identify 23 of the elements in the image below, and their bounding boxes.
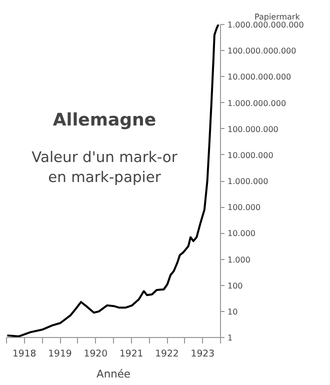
y-tick-label: 1 bbox=[228, 334, 233, 342]
y-tick-label: 100.000.000 bbox=[228, 124, 278, 134]
x-tick-label: 1921 bbox=[119, 348, 144, 360]
x-tick-label: 1923 bbox=[190, 348, 215, 360]
y-tick-label: 1.000.000.000 bbox=[228, 98, 286, 108]
y-tick-label: 1.000.000 bbox=[228, 177, 268, 186]
y-tick-label: 1.000.000.000.000 bbox=[228, 20, 304, 30]
y-tick-label: 100 bbox=[228, 281, 243, 290]
text: Allemagne bbox=[52, 110, 156, 130]
y-tick-label: 10.000.000.000 bbox=[228, 72, 292, 82]
x-tick-label: 1920 bbox=[84, 348, 108, 360]
y-tick-label: 10.000 bbox=[228, 229, 256, 238]
x-tick-label: 1918 bbox=[12, 348, 36, 360]
text: Valeur d'un mark-or en mark-papier bbox=[32, 149, 178, 186]
y-tick-label: 100.000.000.000 bbox=[228, 46, 296, 56]
x-axis-title: Année bbox=[96, 368, 130, 380]
y-tick-label: 10.000.000 bbox=[228, 150, 274, 160]
x-tick-label: 1922 bbox=[155, 348, 179, 360]
y-axis-title: Papiermark bbox=[254, 12, 300, 22]
x-tick-label: 1919 bbox=[48, 348, 72, 360]
y-tick-label: 10 bbox=[228, 307, 238, 316]
y-tick-label: 100.000 bbox=[228, 203, 261, 212]
y-tick-label: 1.000 bbox=[228, 255, 250, 264]
